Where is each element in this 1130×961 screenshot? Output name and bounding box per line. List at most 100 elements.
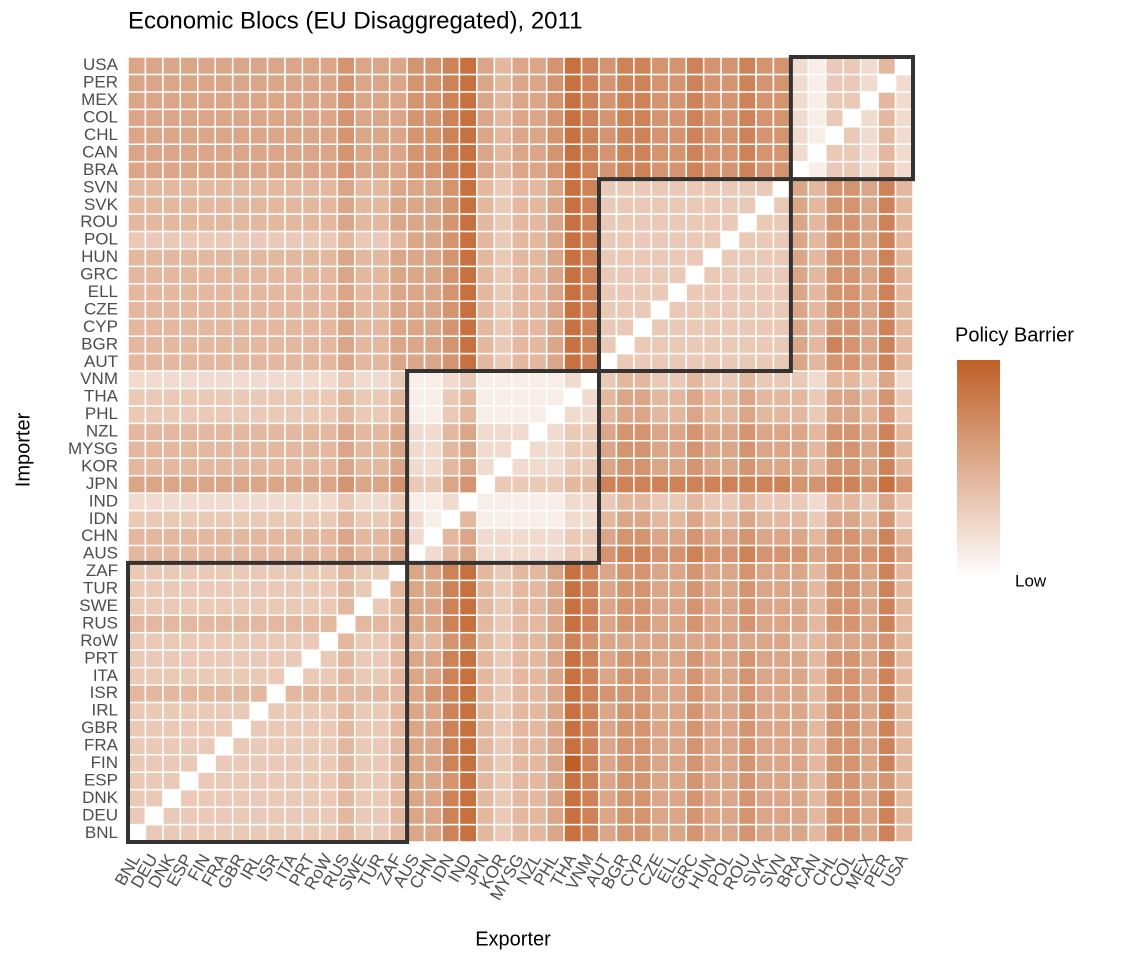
heatmap-cell <box>319 492 339 512</box>
heatmap-cell <box>790 754 810 773</box>
heatmap-cell <box>423 509 443 529</box>
heatmap-cell <box>545 579 565 599</box>
heatmap-cell <box>807 562 827 582</box>
heatmap-cell <box>598 631 618 651</box>
heatmap-cell <box>458 527 478 547</box>
heatmap-cell <box>284 405 304 425</box>
heatmap-cell <box>772 126 792 145</box>
heatmap-cell <box>702 666 722 686</box>
heatmap-cell <box>842 527 862 547</box>
heatmap-cell <box>650 265 670 285</box>
heatmap-cell <box>807 248 827 268</box>
heatmap-cell <box>301 788 321 808</box>
heatmap-cell <box>545 649 565 669</box>
heatmap-cell <box>423 440 443 459</box>
heatmap-cell <box>144 492 164 512</box>
heatmap-cell <box>266 248 286 268</box>
heatmap-cell <box>336 719 356 739</box>
heatmap-cell <box>266 300 286 320</box>
heatmap-cell <box>842 56 862 76</box>
heatmap-cell <box>772 422 792 442</box>
heatmap-cell <box>842 771 862 791</box>
heatmap-cell <box>301 230 321 250</box>
heatmap-cell <box>144 649 164 669</box>
heatmap-cell <box>598 352 618 372</box>
heatmap-cell <box>179 108 199 128</box>
heatmap-cell <box>458 143 478 163</box>
heatmap-cell <box>650 614 670 634</box>
heatmap-cell <box>162 422 182 442</box>
heatmap-cell <box>476 806 496 826</box>
heatmap-cell <box>144 457 164 477</box>
heatmap-cell <box>825 579 844 599</box>
heatmap-cell <box>231 56 251 76</box>
heatmap-cell <box>197 300 216 320</box>
heatmap-cell <box>842 370 862 390</box>
heatmap-cell <box>737 265 757 285</box>
heatmap-cell <box>476 474 496 494</box>
heatmap-cell <box>894 422 914 442</box>
heatmap-cell <box>563 701 583 721</box>
heatmap-cell <box>790 317 810 337</box>
heatmap-cell <box>197 317 216 337</box>
heatmap-cell <box>633 457 653 477</box>
heatmap-cell <box>388 91 408 111</box>
heatmap-cell <box>179 562 199 582</box>
heatmap-cell <box>737 754 757 773</box>
heatmap-cell <box>441 649 461 669</box>
heatmap-cell <box>528 213 548 233</box>
heatmap-cell <box>580 631 600 651</box>
heatmap-cell <box>458 684 478 704</box>
heatmap-cell <box>859 474 879 494</box>
heatmap-cell <box>598 387 618 407</box>
heatmap-cell <box>772 160 792 180</box>
heatmap-cell <box>702 265 722 285</box>
heatmap-cell <box>511 701 530 721</box>
heatmap-cell <box>633 788 653 808</box>
heatmap-cell <box>580 492 600 512</box>
heatmap-cell <box>388 562 408 582</box>
heatmap-cell <box>877 527 897 547</box>
heatmap-cell <box>197 771 216 791</box>
heatmap-cell <box>162 649 182 669</box>
heatmap-cell <box>301 492 321 512</box>
heatmap-cell <box>197 614 216 634</box>
heatmap-cell <box>214 126 234 145</box>
heatmap-cell <box>894 736 914 756</box>
heatmap-cell <box>423 160 443 180</box>
heatmap-cell <box>598 701 618 721</box>
heatmap-cell <box>249 300 269 320</box>
heatmap-cell <box>894 440 914 459</box>
heatmap-cell <box>423 352 443 372</box>
heatmap-cell <box>859 736 879 756</box>
bloc-outline <box>788 55 916 182</box>
heatmap-cell <box>702 73 722 93</box>
heatmap-cell <box>580 666 600 686</box>
heatmap-cell <box>877 126 897 145</box>
heatmap-cell <box>249 666 269 686</box>
y-tick-label: CHN <box>81 526 118 545</box>
heatmap-cell <box>790 126 810 145</box>
heatmap-cell <box>580 457 600 477</box>
heatmap-cell <box>423 457 443 477</box>
heatmap-cell <box>772 283 792 302</box>
heatmap-cell <box>842 544 862 564</box>
heatmap-cell <box>441 666 461 686</box>
heatmap-cell <box>894 701 914 721</box>
heatmap-cell <box>179 213 199 233</box>
heatmap-cell <box>580 108 600 128</box>
y-tick-label: ITA <box>93 666 119 685</box>
heatmap-cell <box>528 649 548 669</box>
heatmap-cell <box>266 736 286 756</box>
heatmap-cell <box>214 352 234 372</box>
heatmap-cell <box>633 440 653 459</box>
heatmap-cell <box>249 91 269 111</box>
heatmap-cell <box>371 666 391 686</box>
heatmap-cell <box>580 91 600 111</box>
heatmap-cell <box>580 300 600 320</box>
heatmap-cell <box>144 335 164 355</box>
heatmap-cell <box>458 562 478 582</box>
heatmap-cell <box>197 597 216 616</box>
heatmap-cell <box>388 788 408 808</box>
heatmap-cell <box>755 544 775 564</box>
